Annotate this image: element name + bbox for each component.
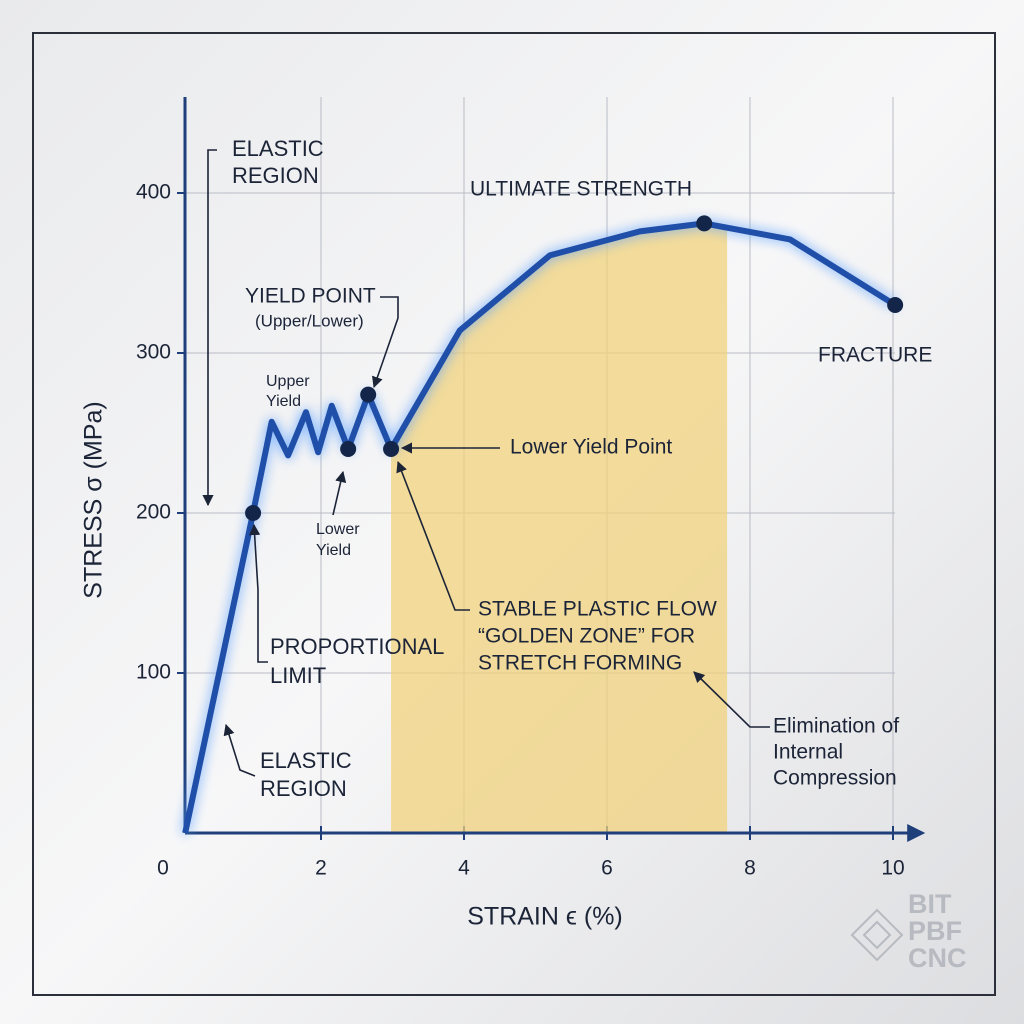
annotation: Yield [266, 393, 301, 410]
annotation: Lower Yield Point [510, 436, 672, 459]
annotation: (Upper/Lower) [255, 311, 364, 330]
leader-arrow [693, 671, 770, 728]
annotation: PROPORTIONAL [270, 634, 444, 659]
frame [32, 32, 996, 996]
x-axis-label: STRAIN ϵ (%) [467, 903, 623, 931]
annotation: REGION [260, 776, 347, 801]
y-axis-label: STRESS σ (MPa) [80, 401, 108, 598]
leader-arrow [249, 523, 268, 663]
y-tick-label: 400 [136, 181, 171, 204]
annotation: Compression [773, 767, 897, 790]
y-tick-label: 300 [136, 341, 171, 364]
point-marker [340, 441, 357, 457]
annotation: YIELD POINT [245, 285, 376, 308]
annotation: STABLE PLASTIC FLOW [478, 598, 717, 621]
x-tick-label: 4 [458, 857, 470, 880]
annotation: “GOLDEN ZONE” FOR [478, 625, 695, 648]
annotation: REGION [232, 163, 319, 188]
annotation: Internal [773, 741, 843, 764]
annotation: ULTIMATE STRENGTH [470, 178, 692, 201]
annotation: Upper [266, 373, 310, 390]
logo-text: CNC [908, 943, 967, 973]
annotation: Yield [316, 542, 351, 559]
stress-strain-curve [182, 220, 897, 834]
annotation: ELASTIC [232, 136, 324, 161]
point-marker [887, 297, 904, 313]
annotation: Elimination of [773, 715, 899, 738]
y-tick-label: 100 [136, 661, 171, 684]
logo-icon [850, 908, 904, 962]
point-marker [245, 505, 262, 521]
plot: 100 200 300 400 0 2 4 6 8 10 STRAIN ϵ (%) STRESS σ … [80, 97, 967, 973]
annotation: ELASTIC [260, 748, 352, 773]
leader-arrow [223, 723, 256, 777]
x-tick-label: 8 [744, 857, 756, 880]
x-tick-label: 6 [601, 857, 613, 880]
annotation: LIMIT [270, 663, 326, 688]
x-tick-label: 0 [157, 857, 169, 880]
logo-text: PBF [908, 916, 962, 946]
x-tick-label: 10 [881, 857, 904, 880]
point-marker [383, 441, 400, 457]
annotation: Lower [316, 521, 360, 538]
point-marker [696, 215, 713, 232]
y-tick-label: 200 [136, 501, 171, 524]
leader-arrow [202, 149, 217, 507]
annotation: STRETCH FORMING [478, 652, 682, 675]
leader-arrow [372, 296, 399, 389]
annotation: FRACTURE [818, 344, 932, 367]
x-tick-label: 2 [315, 857, 327, 880]
shaded-region [391, 223, 728, 833]
logo-text: BIT [908, 889, 952, 919]
leader-arrow [396, 460, 470, 611]
point-marker [360, 386, 377, 403]
leader-arrow [332, 470, 347, 516]
